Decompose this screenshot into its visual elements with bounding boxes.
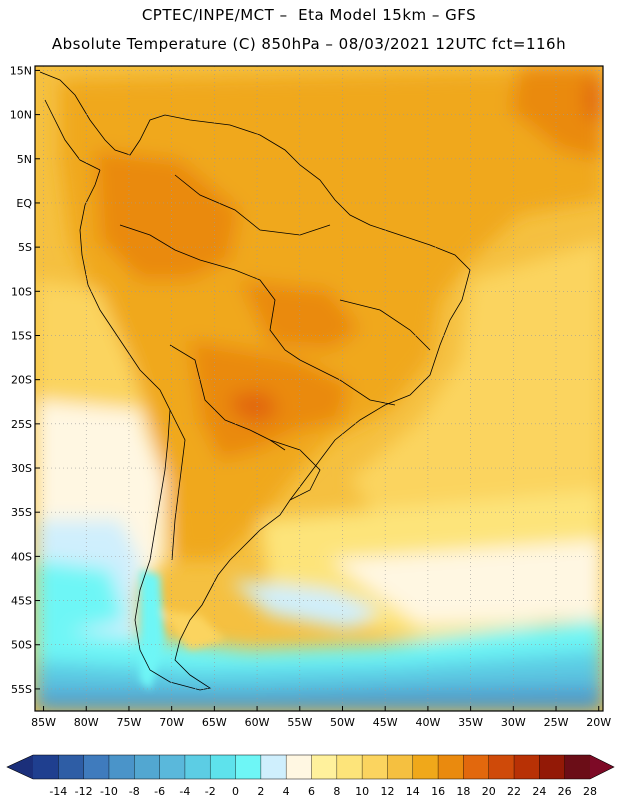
longitude-label: 45W — [373, 716, 398, 729]
colorbar-swatch — [235, 755, 262, 779]
latitude-label: 40S — [11, 550, 32, 563]
longitude-label: 70W — [159, 716, 184, 729]
colorbar-tick-label: -2 — [205, 785, 216, 798]
latitude-label: 20S — [11, 374, 32, 387]
longitude-label: 35W — [458, 716, 483, 729]
colorbar-swatch — [108, 755, 135, 779]
colorbar-swatch — [488, 755, 515, 779]
colorbar-tick-label: 0 — [232, 785, 239, 798]
map-gridlines — [35, 66, 603, 711]
colorbar-swatch — [438, 755, 464, 779]
latitude-label: 10N — [10, 109, 32, 122]
colorbar-swatch — [184, 755, 211, 779]
colorbar-swatch — [463, 755, 490, 779]
colorbar-tick-label: 20 — [482, 785, 496, 798]
longitude-label: 30W — [501, 716, 526, 729]
latitude-label: 45S — [11, 595, 32, 608]
latitude-label: 50S — [11, 639, 32, 652]
colorbar-swatch — [134, 755, 161, 779]
colorbar-tick-label: 8 — [333, 785, 340, 798]
longitude-label: 20W — [586, 716, 611, 729]
colorbar-swatch — [210, 755, 237, 779]
colorbar-swatch — [33, 755, 59, 779]
colorbar-tick-labels: -14 -12 -10 -8 -6 -4 -2 0 2 4 6 8 10 12 14 16 18 20 22 24 26… — [49, 785, 597, 798]
colorbar-tick-label: -4 — [179, 785, 190, 798]
colorbar-tick-label: -6 — [154, 785, 165, 798]
colorbar-tick-label: 10 — [355, 785, 369, 798]
colorbar-swatch — [260, 755, 287, 779]
latitude-labels: 15N 10N 5N EQ 5S 10S 15S 20S 25S 30S 35S 40S 45S 50S 5… — [10, 64, 40, 696]
longitude-label: 75W — [117, 716, 142, 729]
map-frame — [34, 65, 604, 712]
longitude-label: 65W — [202, 716, 227, 729]
colorbar-tick-label: 2 — [257, 785, 264, 798]
colorbar — [6, 754, 615, 780]
latitude-label: 15S — [11, 329, 32, 342]
longitude-label: 60W — [245, 716, 270, 729]
colorbar-tick-label: -14 — [49, 785, 67, 798]
colorbar-tick-label: 28 — [583, 785, 597, 798]
colorbar-outline — [6, 754, 615, 780]
colorbar-tick-label: 12 — [380, 785, 394, 798]
colorbar-swatch — [412, 755, 439, 779]
colorbar-swatch — [564, 755, 591, 779]
colorbar-tick-label: 6 — [308, 785, 315, 798]
map-title-line1: CPTEC/INPE/MCT – Eta Model 15km – GFS — [141, 6, 477, 24]
map-title-line2: Absolute Temperature (C) 850hPa – 08/03/… — [51, 35, 567, 53]
colorbar-tick-label: -10 — [100, 785, 118, 798]
colorbar-left-arrow — [7, 755, 33, 779]
colorbar-tick-label: -8 — [129, 785, 140, 798]
longitude-label: 25W — [544, 716, 569, 729]
longitude-label: 55W — [287, 716, 312, 729]
colorbar-tick-label: 14 — [406, 785, 420, 798]
longitude-label: 40W — [415, 716, 440, 729]
latitude-label: 15N — [10, 64, 32, 77]
colorbar-swatch — [362, 755, 388, 779]
longitude-label: 80W — [74, 716, 99, 729]
longitude-label: 85W — [31, 716, 56, 729]
colorbar-tick-label: 18 — [456, 785, 470, 798]
colorbar-swatch — [387, 755, 414, 779]
longitude-labels: 85W 80W 75W 70W 65W 60W 55W 50W 45W 40W 35W 30W 25W 2… — [31, 706, 611, 729]
colorbar-tick-label: 26 — [558, 785, 572, 798]
colorbar-swatch — [58, 755, 85, 779]
latitude-label: EQ — [16, 197, 32, 210]
colorbar-swatch — [539, 755, 566, 779]
latitude-label: 30S — [11, 462, 32, 475]
colorbar-tick-label: 16 — [431, 785, 445, 798]
coastlines — [39, 71, 471, 691]
colorbar-swatch — [83, 755, 110, 779]
colorbar-tick-label: -12 — [75, 785, 93, 798]
colorbar-tick-label: 24 — [532, 785, 546, 798]
temperature-field — [35, 66, 603, 711]
colorbar-tick-label: 22 — [507, 785, 521, 798]
longitude-label: 50W — [330, 716, 355, 729]
colorbar-swatch — [336, 755, 363, 779]
latitude-label: 55S — [11, 683, 32, 696]
latitude-label: 5S — [18, 241, 32, 254]
colorbar-swatch — [514, 755, 540, 779]
latitude-label: 5N — [17, 153, 32, 166]
colorbar-tick-label: 4 — [283, 785, 290, 798]
latitude-label: 35S — [11, 506, 32, 519]
latitude-label: 10S — [11, 285, 32, 298]
latitude-label: 25S — [11, 418, 32, 431]
colorbar-swatch — [311, 755, 338, 779]
colorbar-right-arrow — [590, 755, 614, 779]
colorbar-swatch — [286, 755, 312, 779]
colorbar-swatch — [159, 755, 186, 779]
